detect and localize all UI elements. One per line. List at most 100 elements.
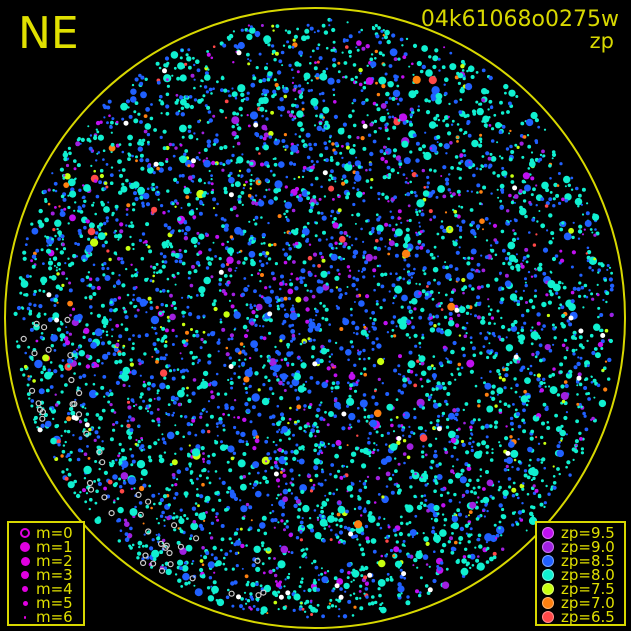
star-marker <box>74 201 77 204</box>
star-marker <box>385 392 390 396</box>
star-marker <box>227 588 230 592</box>
star-marker <box>583 386 588 390</box>
star-marker <box>490 156 497 162</box>
star-marker <box>362 85 367 90</box>
star-marker <box>363 408 367 412</box>
star-marker <box>219 318 222 321</box>
star-marker <box>203 148 208 152</box>
star-marker <box>378 264 382 268</box>
star-marker <box>266 547 271 552</box>
star-marker <box>344 590 347 593</box>
star-marker <box>366 475 370 479</box>
star-marker <box>186 386 189 390</box>
star-marker <box>318 121 323 126</box>
star-marker <box>183 514 187 517</box>
star-marker <box>52 417 55 421</box>
star-marker <box>290 68 294 71</box>
star-marker <box>475 71 479 74</box>
star-marker <box>273 58 277 62</box>
star-marker <box>409 122 413 127</box>
star-marker <box>547 280 556 289</box>
star-marker <box>304 430 307 434</box>
star-marker <box>288 572 291 576</box>
star-marker <box>146 410 150 413</box>
star-marker <box>249 482 252 485</box>
star-marker <box>310 165 315 170</box>
star-marker <box>409 300 412 304</box>
star-marker <box>283 308 287 311</box>
star-marker <box>312 163 316 166</box>
star-marker <box>502 368 506 372</box>
star-marker <box>331 142 335 146</box>
star-marker <box>92 201 95 204</box>
star-marker <box>469 425 473 430</box>
star-marker <box>137 146 143 152</box>
star-marker <box>346 265 351 269</box>
star-marker <box>363 415 367 419</box>
star-marker <box>276 404 280 408</box>
star-marker <box>284 283 288 286</box>
star-marker <box>99 226 102 229</box>
star-marker <box>479 218 485 224</box>
star-marker <box>484 255 489 259</box>
star-marker <box>401 543 405 547</box>
star-marker <box>375 213 379 217</box>
star-marker <box>137 334 142 339</box>
star-marker <box>201 482 205 487</box>
star-marker <box>367 133 372 137</box>
star-marker <box>373 288 376 292</box>
star-marker <box>129 182 136 190</box>
star-marker <box>321 258 326 263</box>
star-marker <box>54 234 57 238</box>
star-marker <box>174 491 179 496</box>
star-marker <box>444 115 449 120</box>
star-marker <box>397 364 401 368</box>
star-marker <box>97 426 101 430</box>
star-marker <box>514 143 518 147</box>
star-marker <box>155 287 160 292</box>
star-marker <box>328 24 331 27</box>
star-marker <box>356 48 360 52</box>
star-marker <box>326 605 331 610</box>
star-marker <box>447 115 450 118</box>
star-marker <box>402 173 406 177</box>
star-marker <box>388 477 393 481</box>
star-marker <box>261 515 267 521</box>
star-marker <box>428 321 433 326</box>
star-marker <box>174 424 177 427</box>
star-marker <box>357 269 360 272</box>
star-marker <box>464 402 469 406</box>
star-marker <box>426 181 430 185</box>
star-marker <box>50 334 58 342</box>
star-marker <box>227 267 233 272</box>
star-marker <box>543 128 547 131</box>
star-marker <box>570 335 576 340</box>
star-marker <box>486 349 491 354</box>
star-marker <box>587 397 591 401</box>
star-marker <box>88 507 92 511</box>
star-marker <box>49 371 54 376</box>
star-marker <box>507 468 510 472</box>
star-marker <box>240 28 244 32</box>
star-marker <box>280 358 284 362</box>
star-marker <box>415 245 420 250</box>
star-marker <box>421 333 425 337</box>
star-marker <box>85 323 89 327</box>
star-marker <box>507 477 512 481</box>
star-marker <box>444 177 450 182</box>
star-marker <box>71 307 76 311</box>
star-marker <box>103 470 108 475</box>
star-marker <box>185 195 190 200</box>
star-marker <box>281 512 285 517</box>
star-marker <box>385 485 389 488</box>
star-marker <box>187 48 191 52</box>
star-marker <box>334 241 338 245</box>
star-marker <box>27 375 30 378</box>
star-marker <box>323 141 328 145</box>
star-marker <box>207 261 212 266</box>
star-marker <box>313 465 319 471</box>
star-marker <box>60 454 64 458</box>
star-marker <box>383 357 386 360</box>
star-marker <box>335 598 338 602</box>
star-marker <box>221 289 226 294</box>
